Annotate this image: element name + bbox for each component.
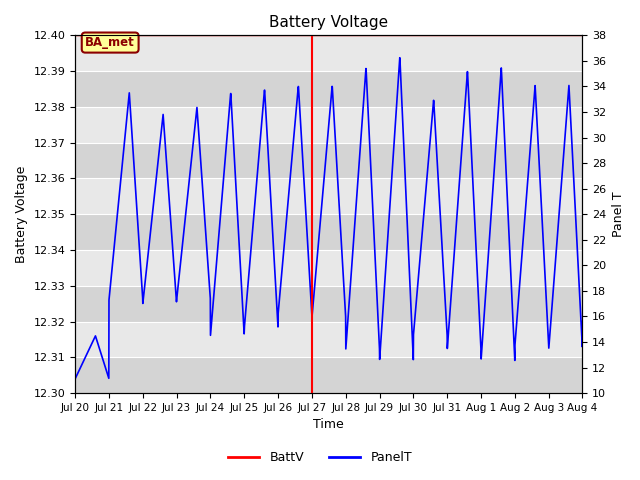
Text: BA_met: BA_met: [85, 36, 135, 49]
Y-axis label: Panel T: Panel T: [612, 192, 625, 237]
Bar: [75, 179, 582, 214]
Bar: [75, 286, 582, 322]
Bar: [75, 214, 582, 250]
Bar: [75, 143, 582, 179]
X-axis label: Time: Time: [314, 419, 344, 432]
Title: Battery Voltage: Battery Voltage: [269, 15, 388, 30]
Legend: BattV, PanelT: BattV, PanelT: [223, 446, 417, 469]
Bar: [75, 107, 582, 143]
Bar: [75, 36, 582, 71]
Bar: [75, 357, 582, 393]
Bar: [75, 322, 582, 357]
Y-axis label: Battery Voltage: Battery Voltage: [15, 166, 28, 263]
Bar: [75, 71, 582, 107]
Bar: [75, 250, 582, 286]
